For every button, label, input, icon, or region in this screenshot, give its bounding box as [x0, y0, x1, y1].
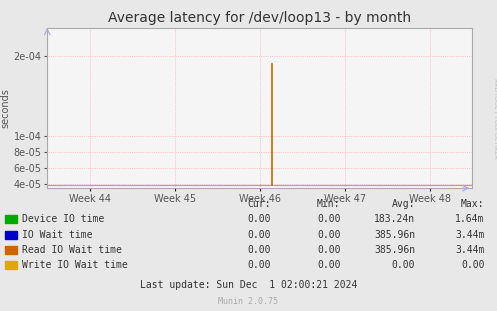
- Text: 3.44m: 3.44m: [455, 230, 485, 240]
- Text: RRDTOOL / TOBI OETIKER: RRDTOOL / TOBI OETIKER: [494, 78, 497, 159]
- Text: Read IO Wait time: Read IO Wait time: [22, 245, 122, 255]
- Text: 3.44m: 3.44m: [455, 245, 485, 255]
- Text: 0.00: 0.00: [461, 260, 485, 270]
- Text: 0.00: 0.00: [317, 260, 340, 270]
- Text: Munin 2.0.75: Munin 2.0.75: [219, 297, 278, 305]
- Text: Cur:: Cur:: [248, 199, 271, 209]
- Text: 1.64m: 1.64m: [455, 214, 485, 224]
- Text: IO Wait time: IO Wait time: [22, 230, 93, 240]
- Text: Device IO time: Device IO time: [22, 214, 104, 224]
- Text: Avg:: Avg:: [392, 199, 415, 209]
- Text: Last update: Sun Dec  1 02:00:21 2024: Last update: Sun Dec 1 02:00:21 2024: [140, 280, 357, 290]
- Text: 385.96n: 385.96n: [374, 230, 415, 240]
- Text: 0.00: 0.00: [392, 260, 415, 270]
- Title: Average latency for /dev/loop13 - by month: Average latency for /dev/loop13 - by mon…: [108, 12, 411, 26]
- Text: 0.00: 0.00: [248, 230, 271, 240]
- Text: 183.24n: 183.24n: [374, 214, 415, 224]
- Text: Max:: Max:: [461, 199, 485, 209]
- Text: 0.00: 0.00: [248, 260, 271, 270]
- Y-axis label: seconds: seconds: [1, 88, 11, 128]
- Text: Min:: Min:: [317, 199, 340, 209]
- Text: Write IO Wait time: Write IO Wait time: [22, 260, 128, 270]
- Text: 0.00: 0.00: [248, 214, 271, 224]
- Text: 0.00: 0.00: [317, 230, 340, 240]
- Text: 0.00: 0.00: [248, 245, 271, 255]
- Text: 0.00: 0.00: [317, 245, 340, 255]
- Text: 385.96n: 385.96n: [374, 245, 415, 255]
- Text: 0.00: 0.00: [317, 214, 340, 224]
